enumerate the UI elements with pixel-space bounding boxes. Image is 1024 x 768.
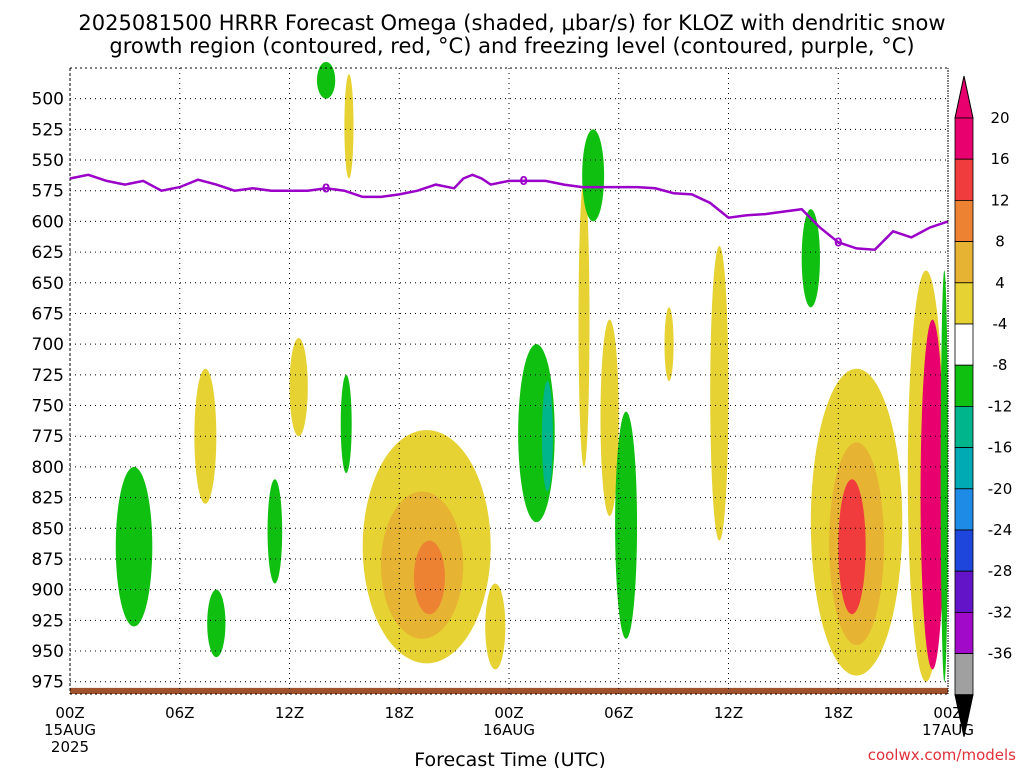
- y-tick-label-5: 625: [32, 243, 64, 263]
- y-tick-label-2: 550: [32, 151, 64, 171]
- x-tick-date-0: 15AUG: [44, 721, 96, 739]
- y-tick-label-16: 900: [32, 581, 64, 601]
- colorbar-swatch-4: [954, 282, 974, 325]
- colorbar-label-9: -20: [988, 480, 1013, 498]
- colorbar-swatch-12: [954, 612, 974, 655]
- colorbar-legend: 20 16 12 8 4 -4 -8 -12 -16 -20 -24 -28 -32 -36: [954, 75, 1013, 737]
- y-tick-label-18: 950: [32, 642, 64, 662]
- colorbar-label-1: 16: [990, 150, 1009, 168]
- y-tick-label-19: 975: [32, 673, 64, 693]
- omega-region-7: [340, 374, 352, 474]
- colorbar-swatch-3: [954, 241, 974, 284]
- y-axis-ticks: 500 525 550 575 600 625 650 675 700 725 750 775 800 8…: [32, 90, 64, 693]
- colorbar-label-0: 20: [990, 109, 1009, 127]
- y-tick-label-0: 500: [32, 90, 64, 110]
- colorbar-label-5: -4: [993, 315, 1008, 333]
- omega-region-3: [289, 338, 308, 437]
- x-tick-year-0: 2025: [51, 738, 89, 756]
- x-tick-date-4: 16AUG: [483, 721, 535, 739]
- y-tick-label-17: 925: [32, 611, 64, 631]
- y-tick-label-1: 525: [32, 120, 64, 140]
- colorbar-swatch-13: [954, 653, 974, 696]
- omega-region-25: [920, 319, 945, 670]
- colorbar-swatch-9: [954, 488, 974, 531]
- y-tick-label-13: 825: [32, 489, 64, 509]
- omega-region-23: [838, 479, 866, 615]
- colorbar-swatch-1: [954, 158, 974, 201]
- y-tick-label-11: 775: [32, 427, 64, 447]
- freezing-level-line: [69, 173, 949, 251]
- terrain-surface: [70, 687, 948, 694]
- x-tick-label-2: 12Z: [275, 704, 304, 722]
- omega-region-0: [115, 466, 153, 627]
- y-tick-label-10: 750: [32, 397, 64, 417]
- omega-region-13: [541, 381, 553, 492]
- omega-region-11: [485, 583, 506, 670]
- colorbar-label-6: -8: [993, 356, 1008, 374]
- omega-region-18: [664, 307, 674, 382]
- colorbar-swatch-7: [954, 405, 974, 448]
- colorbar-swatch-6: [954, 364, 974, 407]
- y-tick-label-9: 725: [32, 366, 64, 386]
- x-tick-label-7: 18Z: [824, 704, 853, 722]
- colorbar-label-4: 4: [995, 274, 1005, 292]
- omega-region-4: [267, 479, 283, 584]
- colorbar-label-13: -36: [988, 645, 1013, 663]
- colorbar-swatch-2: [954, 199, 974, 242]
- omega-region-10: [413, 540, 445, 615]
- y-tick-label-7: 675: [32, 304, 64, 324]
- omega-region-17: [615, 411, 638, 639]
- colorbar-swatch-11: [954, 570, 974, 613]
- colorbar-label-12: -32: [988, 603, 1013, 621]
- omega-region-19: [710, 245, 729, 541]
- colorbar-swatch-0: [954, 117, 974, 160]
- colorbar-label-11: -28: [988, 562, 1013, 580]
- x-axis-label: Forecast Time (UTC): [414, 749, 605, 768]
- colorbar-swatch-5: [954, 323, 974, 366]
- x-tick-label-4: 00Z: [494, 704, 523, 722]
- freezing-level-label-1: 0: [519, 174, 527, 188]
- x-tick-label-5: 06Z: [604, 704, 633, 722]
- y-tick-label-12: 800: [32, 458, 64, 478]
- y-tick-label-15: 875: [32, 550, 64, 570]
- colorbar-label-10: -24: [988, 521, 1013, 539]
- colorbar-label-7: -12: [988, 397, 1013, 415]
- omega-region-5: [316, 61, 336, 99]
- x-tick-label-8: 00Z: [933, 704, 962, 722]
- colorbar-swatch-10: [954, 529, 974, 572]
- y-tick-label-4: 600: [32, 212, 64, 232]
- credit-text: coolwx.com/models: [868, 746, 1016, 764]
- y-tick-label-8: 700: [32, 335, 64, 355]
- y-tick-label-6: 650: [32, 274, 64, 294]
- omega-region-15: [582, 129, 605, 222]
- x-tick-label-3: 18Z: [385, 704, 414, 722]
- colorbar-label-3: 8: [995, 233, 1005, 251]
- colorbar-bottom-arrow: [954, 694, 974, 737]
- x-tick-label-1: 06Z: [165, 704, 194, 722]
- x-tick-label-6: 12Z: [714, 704, 743, 722]
- x-tick-date-8: 17AUG: [922, 721, 974, 739]
- colorbar-label-2: 12: [990, 191, 1009, 209]
- plot-frame: [69, 67, 949, 695]
- colorbar-top-arrow: [954, 75, 974, 119]
- omega-region-2: [207, 589, 226, 658]
- omega-region-26: [940, 270, 948, 682]
- freezing-level-label-2: 0: [834, 235, 842, 249]
- colorbar-swatch-8: [954, 447, 974, 490]
- omega-region-14: [578, 178, 590, 467]
- omega-region-6: [344, 74, 354, 179]
- chart-title-line-2: growth region (contoured, red, °C) and f…: [109, 34, 914, 58]
- y-tick-label-3: 575: [32, 182, 64, 202]
- colorbar-label-8: -16: [988, 439, 1013, 457]
- chart-title-line-1: 2025081500 HRRR Forecast Omega (shaded, …: [78, 11, 945, 35]
- freezing-level-label-0: 0: [322, 181, 330, 195]
- x-tick-label-0: 00Z: [55, 704, 84, 722]
- plot-area: 0 0 0: [69, 61, 949, 695]
- y-tick-label-14: 850: [32, 519, 64, 539]
